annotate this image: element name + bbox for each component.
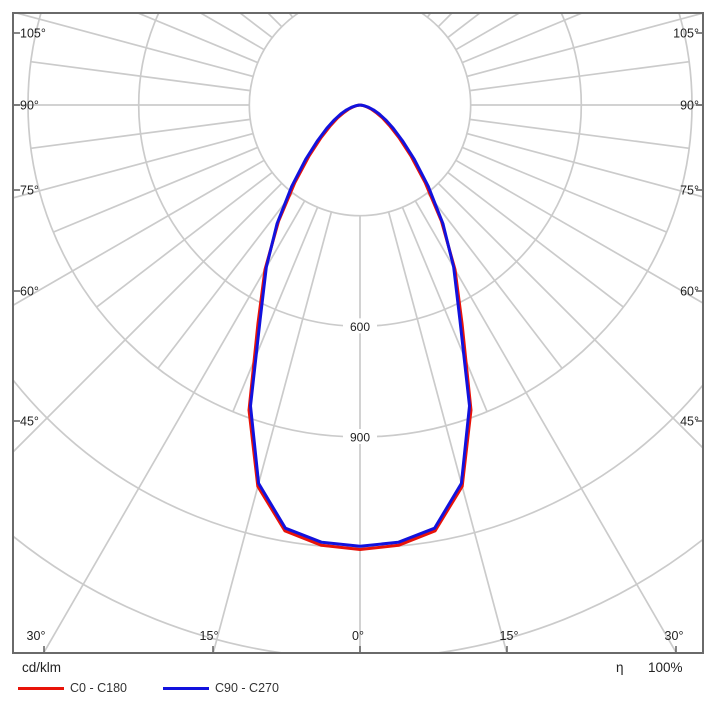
grid-spoke-L60 xyxy=(14,159,265,306)
legend-label-c0-c180: C0 - C180 xyxy=(70,681,127,695)
radial-label-900: 900 xyxy=(350,431,370,445)
grid-minor-spoke-L22.5 xyxy=(232,206,319,413)
grid-minor-spoke-R142.5 xyxy=(426,14,431,18)
grid-spoke-L120 xyxy=(200,14,265,51)
grid-spoke-R75 xyxy=(466,132,702,198)
angle-label-bottom-3: 15° xyxy=(500,629,519,643)
grid-spoke-R120 xyxy=(455,14,520,51)
grid-minor-spoke-R127.5 xyxy=(447,14,480,39)
angle-label-bottom-4: 30° xyxy=(665,629,684,643)
grid-minor-spoke-R97.5 xyxy=(469,60,690,92)
grid-spoke-L150 xyxy=(25,0,305,9)
grid-spoke-R60 xyxy=(455,159,702,304)
grid-spoke-R105 xyxy=(466,14,702,78)
grid-spoke-L45 xyxy=(14,182,283,453)
angle-label-left-60: 60° xyxy=(20,285,39,299)
angle-label-left-75: 75° xyxy=(20,184,39,198)
grid-minor-spoke-R37.5 xyxy=(426,192,563,369)
grid-minor-spoke-L97.5 xyxy=(30,60,251,92)
radial-label-bg-900 xyxy=(343,429,377,445)
grid-circle-300 xyxy=(248,14,472,217)
angle-labels: 105° 90° 75° 60° 45° 105° 90° 75° 60° 45° 30° 15° 0°… xyxy=(20,27,699,644)
grid-minor-spoke-R157.5 xyxy=(402,0,487,3)
angle-label-bottom-2: 0° xyxy=(352,629,364,643)
grid-spoke-R45 xyxy=(437,182,702,449)
grid-minor-spoke-R22.5 xyxy=(401,206,488,413)
grid-minor-spoke-L142.5 xyxy=(289,14,294,18)
efficiency-symbol: η xyxy=(616,660,624,675)
grid-spoke-R30 xyxy=(414,200,677,652)
grid-spoke-L105 xyxy=(16,14,254,78)
radial-label-bg-600 xyxy=(343,318,377,334)
grid-minor-spoke-L82.5 xyxy=(30,118,251,150)
angle-label-left-45: 45° xyxy=(20,415,39,429)
angle-label-right-60: 60° xyxy=(680,285,699,299)
grid-minor-spoke-L112.5 xyxy=(138,14,259,64)
grid-minor-spoke-L157.5 xyxy=(233,0,318,3)
grid-minor-spoke-R112.5 xyxy=(461,14,582,64)
grid-minor-spoke-R82.5 xyxy=(469,118,690,150)
angle-label-left-90: 90° xyxy=(20,99,39,113)
grid-minor-spoke-R67.5 xyxy=(461,146,668,233)
grid-minor-spoke-L52.5 xyxy=(96,171,273,308)
legend-line-c0-c180 xyxy=(18,687,64,690)
grid-spoke-R150 xyxy=(415,0,695,9)
legend-label-c90-c270: C90 - C270 xyxy=(215,681,279,695)
angle-label-right-90: 90° xyxy=(680,99,699,113)
radial-label-600: 600 xyxy=(350,320,370,334)
curve-c90-c270 xyxy=(249,103,471,548)
grid-minor-spoke-L67.5 xyxy=(52,146,259,233)
efficiency-value: 100% xyxy=(648,660,683,675)
angle-label-left-105: 105° xyxy=(20,27,46,41)
grid-spoke-L75 xyxy=(14,132,254,199)
grid-minor-spoke-L37.5 xyxy=(157,192,294,369)
chart-footer: cd/klm C0 - C180 C90 - C270 η 100% xyxy=(0,653,720,710)
plot-frame xyxy=(12,12,704,654)
angle-label-right-45: 45° xyxy=(680,415,699,429)
angle-label-bottom-1: 15° xyxy=(200,629,219,643)
angle-label-right-105: 105° xyxy=(673,27,699,41)
unit-label: cd/klm xyxy=(22,660,62,675)
grid-spoke-L30 xyxy=(43,200,306,652)
legend-line-c90-c270 xyxy=(163,687,209,690)
angle-label-bottom-0: 30° xyxy=(27,629,46,643)
angle-label-right-75: 75° xyxy=(680,184,699,198)
grid-minor-spoke-L127.5 xyxy=(240,14,273,39)
axis-ticks xyxy=(13,32,703,653)
grid-minor-spoke-R52.5 xyxy=(447,171,624,308)
